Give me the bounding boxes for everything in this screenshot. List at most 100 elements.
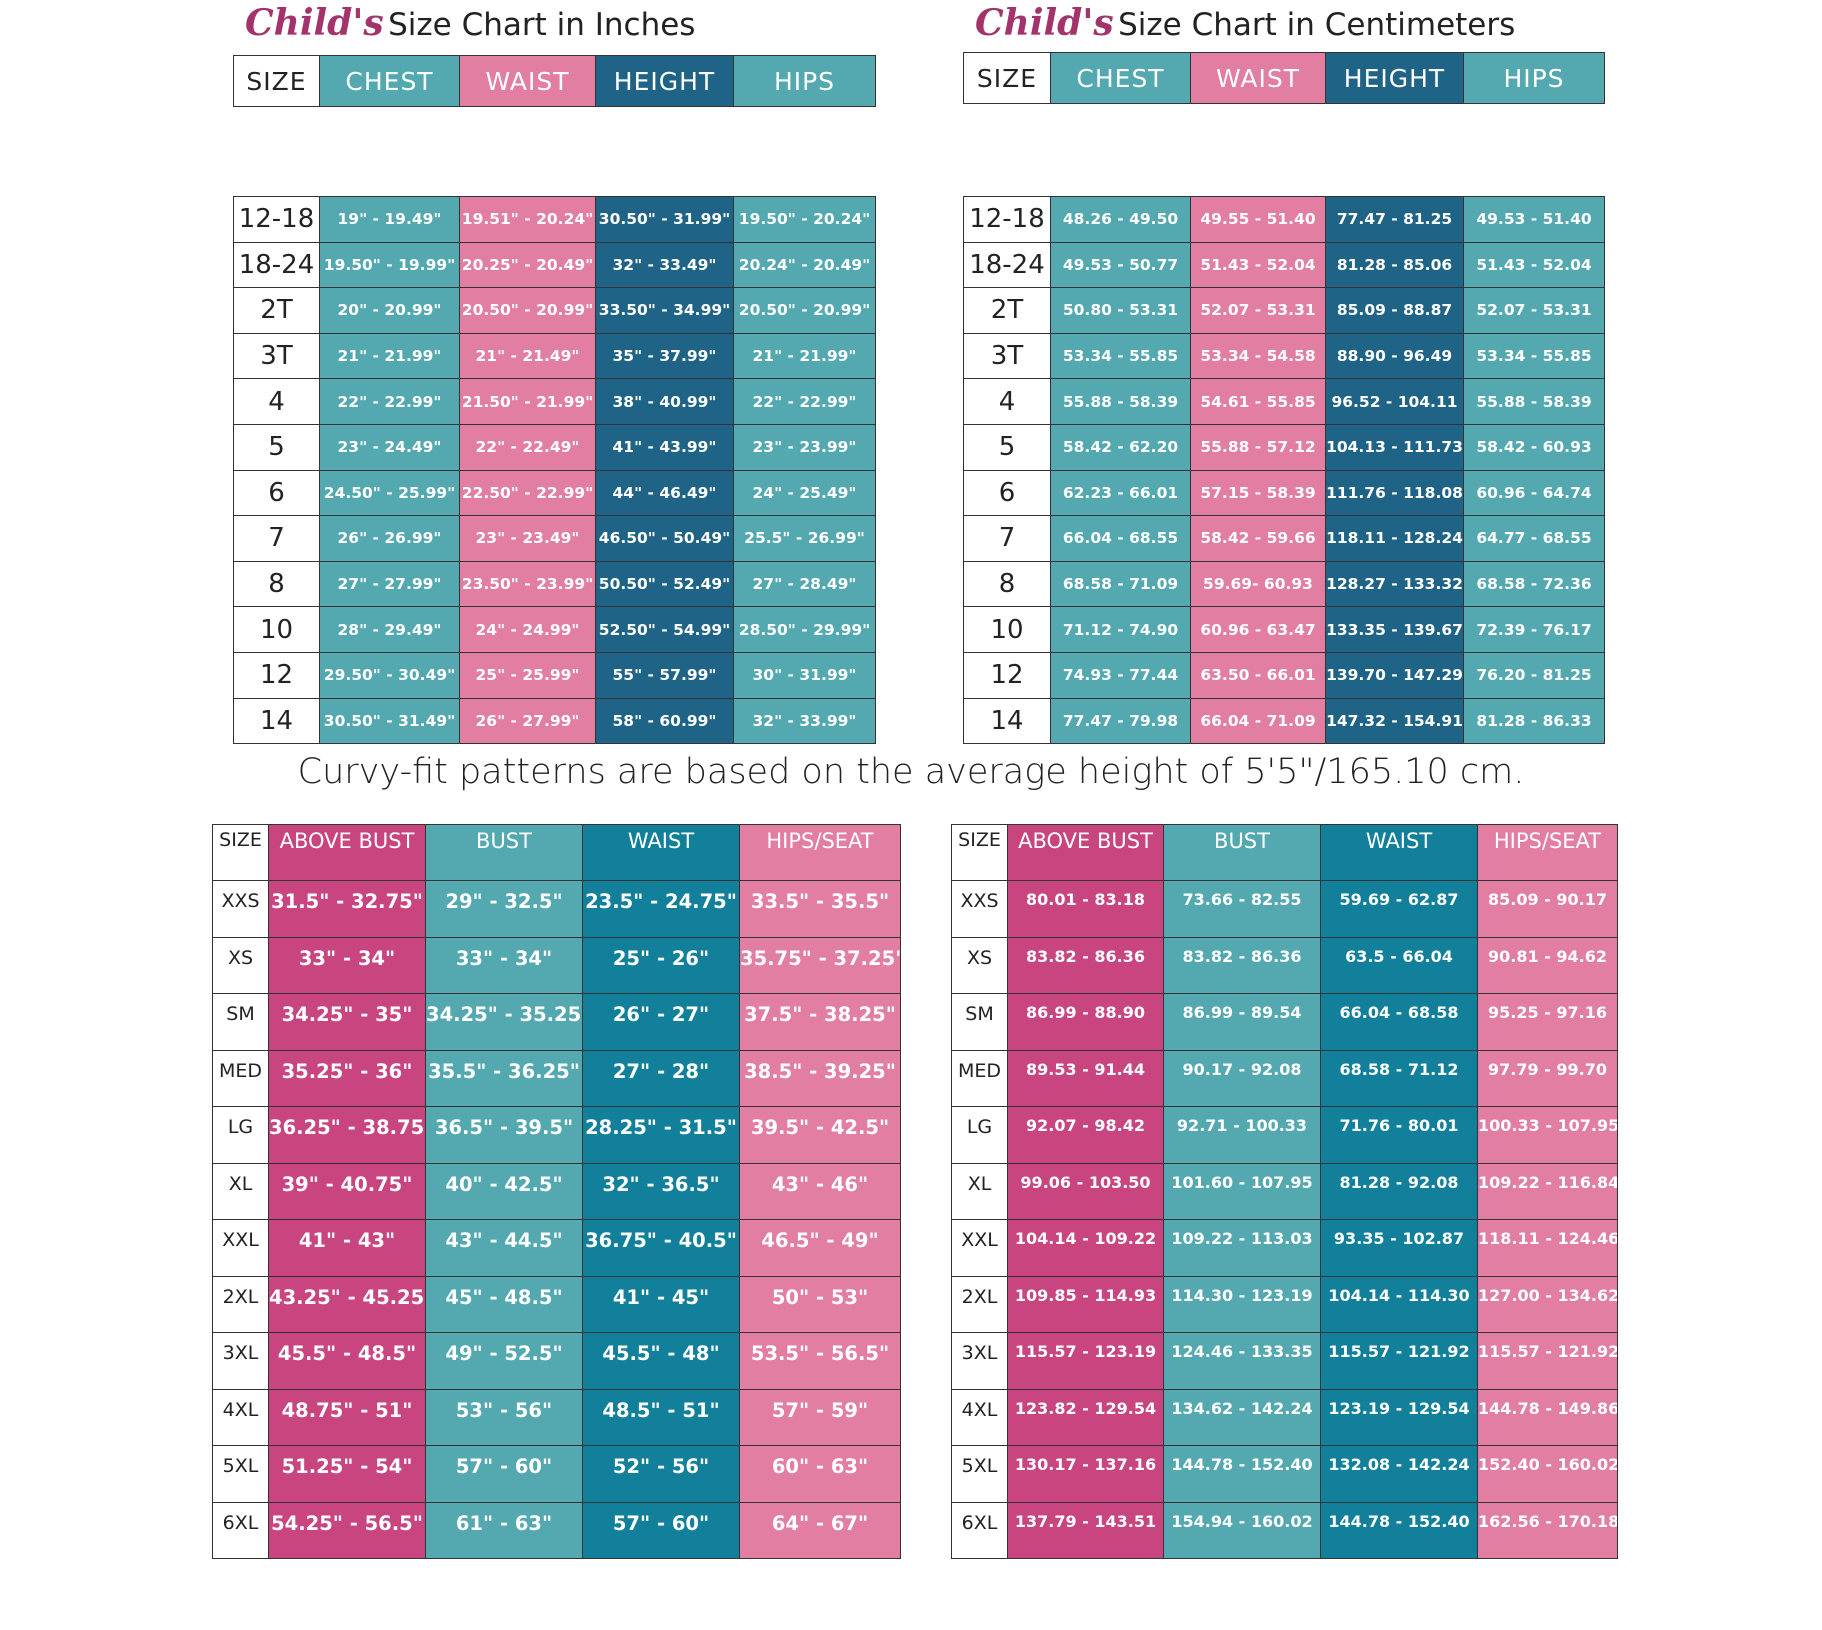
measurement-cell: 25" - 25.99"	[459, 651, 596, 699]
measurement-cell: 115.57 - 121.92	[1477, 1332, 1618, 1390]
size-cell: XS	[212, 936, 269, 994]
measurement-cell: 22.50" - 22.99"	[459, 469, 596, 517]
measurement-cell: 109.22 - 116.84	[1477, 1162, 1618, 1220]
header-waist: WAIST	[459, 55, 596, 107]
table-row: SM 86.99 - 88.90 86.99 - 89.54 66.04 - 68.5…	[951, 993, 1618, 1051]
measurement-cell: 144.78 - 149.86	[1477, 1388, 1618, 1446]
measurement-cell: 55.88 - 57.12	[1190, 423, 1326, 471]
measurement-cell: 63.50 - 66.01	[1190, 651, 1326, 699]
measurement-cell: 20.24" - 20.49"	[733, 241, 876, 289]
size-cell: 7	[963, 515, 1051, 562]
measurement-cell: 34.25" - 35"	[268, 993, 426, 1051]
measurement-cell: 118.11 - 124.46	[1477, 1219, 1618, 1277]
measurement-cell: 23" - 23.99"	[733, 423, 876, 471]
size-cell: SM	[212, 993, 269, 1051]
size-cell: 12	[963, 651, 1051, 699]
measurement-cell: 33.5" - 35.5"	[739, 880, 901, 938]
table-row: 18-24 19.50" - 19.99" 20.25" - 20.49" 32" -…	[233, 241, 876, 289]
table-row: 18-24 49.53 - 50.77 51.43 - 52.04 81.28 - 8…	[963, 241, 1605, 289]
measurement-cell: 60.96 - 63.47	[1190, 606, 1326, 653]
table-row: LG 36.25" - 38.75" 36.5" - 39.5" 28.25" - 3…	[212, 1106, 901, 1164]
measurement-cell: 28.25" - 31.5"	[582, 1106, 740, 1164]
measurement-cell: 40" - 42.5"	[425, 1162, 583, 1220]
measurement-cell: 27" - 27.99"	[319, 560, 460, 608]
measurement-cell: 48.5" - 51"	[582, 1388, 740, 1446]
measurement-cell: 29.50" - 30.49"	[319, 651, 460, 699]
header-above-bust: ABOVE BUST	[268, 824, 426, 881]
measurement-cell: 90.17 - 92.08	[1163, 1049, 1321, 1107]
measurement-cell: 55.88 - 58.39	[1050, 378, 1191, 425]
table-row: 4 22" - 22.99" 21.50" - 21.99" 38" - 40.99"…	[233, 378, 876, 425]
size-cell: 8	[963, 560, 1051, 608]
size-cell: 6	[233, 469, 320, 517]
kids-cm-title-script: Child's	[975, 2, 1114, 44]
size-cell: LG	[951, 1106, 1008, 1164]
measurement-cell: 83.82 - 86.36	[1007, 936, 1164, 994]
table-row: XXS 80.01 - 83.18 73.66 - 82.55 59.69 - 62.…	[951, 880, 1618, 938]
measurement-cell: 76.20 - 81.25	[1463, 651, 1605, 699]
measurement-cell: 21" - 21.99"	[733, 332, 876, 380]
measurement-cell: 96.52 - 104.11	[1325, 378, 1464, 425]
header-hips-seat: HIPS/SEAT	[1477, 824, 1618, 881]
measurement-cell: 133.35 - 139.67	[1325, 606, 1464, 653]
kids-inches-header-table: SIZE CHEST WAIST HEIGHT HIPS	[233, 55, 876, 107]
measurement-cell: 64.77 - 68.55	[1463, 515, 1605, 562]
measurement-cell: 41" - 45"	[582, 1275, 740, 1333]
measurement-cell: 57" - 60"	[425, 1445, 583, 1503]
measurement-cell: 38" - 40.99"	[595, 378, 734, 425]
table-row: 4XL 48.75" - 51" 53" - 56" 48.5" - 51" 57" -…	[212, 1388, 901, 1446]
measurement-cell: 22" - 22.99"	[733, 378, 876, 425]
measurement-cell: 85.09 - 90.17	[1477, 880, 1618, 938]
measurement-cell: 55" - 57.99"	[595, 651, 734, 699]
measurement-cell: 52.07 - 53.31	[1463, 287, 1605, 334]
measurement-cell: 50.80 - 53.31	[1050, 287, 1191, 334]
size-cell: 2T	[233, 287, 320, 334]
measurement-cell: 29" - 32.5"	[425, 880, 583, 938]
table-row: 3T 53.34 - 55.85 53.34 - 54.58 88.90 - 96.4…	[963, 332, 1605, 380]
measurement-cell: 49.55 - 51.40	[1190, 196, 1326, 243]
measurement-cell: 26" - 26.99"	[319, 515, 460, 562]
measurement-cell: 123.19 - 129.54	[1320, 1388, 1478, 1446]
measurement-cell: 21" - 21.49"	[459, 332, 596, 380]
measurement-cell: 51.43 - 52.04	[1190, 241, 1326, 289]
size-cell: 4XL	[212, 1388, 269, 1446]
table-row: 2T 20" - 20.99" 20.50" - 20.99" 33.50" - 34…	[233, 287, 876, 334]
table-row: XXL 41" - 43" 43" - 44.5" 36.75" - 40.5" 46.…	[212, 1219, 901, 1277]
size-cell: 4	[963, 378, 1051, 425]
measurement-cell: 77.47 - 81.25	[1325, 196, 1464, 243]
measurement-cell: 53.5" - 56.5"	[739, 1332, 901, 1390]
measurement-cell: 48.75" - 51"	[268, 1388, 426, 1446]
measurement-cell: 99.06 - 103.50	[1007, 1162, 1164, 1220]
size-cell: XXS	[212, 880, 269, 938]
measurement-cell: 20.50" - 20.99"	[459, 287, 596, 334]
size-cell: 12-18	[963, 196, 1051, 243]
measurement-cell: 32" - 36.5"	[582, 1162, 740, 1220]
measurement-cell: 46.50" - 50.49"	[595, 515, 734, 562]
size-cell: XXS	[951, 880, 1008, 938]
measurement-cell: 58.42 - 62.20	[1050, 423, 1191, 471]
table-row: XXS 31.5" - 32.75" 29" - 32.5" 23.5" - 24.7…	[212, 880, 901, 938]
measurement-cell: 23.50" - 23.99"	[459, 560, 596, 608]
kids-cm-table: 12-18 48.26 - 49.50 49.55 - 51.40 77.47 - 8…	[963, 196, 1605, 745]
size-cell: 18-24	[233, 241, 320, 289]
header-bust: BUST	[1163, 824, 1321, 881]
table-row: 12 29.50" - 30.49" 25" - 25.99" 55" - 57.99…	[233, 651, 876, 699]
header-size: SIZE	[963, 52, 1051, 104]
measurement-cell: 50.50" - 52.49"	[595, 560, 734, 608]
measurement-cell: 27" - 28"	[582, 1049, 740, 1107]
adult-inches-table: SIZE ABOVE BUST BUST WAIST HIPS/SEAT XXS…	[212, 824, 901, 1559]
measurement-cell: 30.50" - 31.49"	[319, 697, 460, 745]
measurement-cell: 41" - 43"	[268, 1219, 426, 1277]
measurement-cell: 31.5" - 32.75"	[268, 880, 426, 938]
size-cell: 5	[963, 423, 1051, 471]
size-cell: SM	[951, 993, 1008, 1051]
header-bust: BUST	[425, 824, 583, 881]
size-cell: 8	[233, 560, 320, 608]
size-cell: 2T	[963, 287, 1051, 334]
size-cell: 3T	[233, 332, 320, 380]
measurement-cell: 48.26 - 49.50	[1050, 196, 1191, 243]
measurement-cell: 58.42 - 59.66	[1190, 515, 1326, 562]
header-chest: CHEST	[1050, 52, 1191, 104]
table-row: MED 89.53 - 91.44 90.17 - 92.08 68.58 - 71.…	[951, 1049, 1618, 1107]
size-cell: 3XL	[212, 1332, 269, 1390]
